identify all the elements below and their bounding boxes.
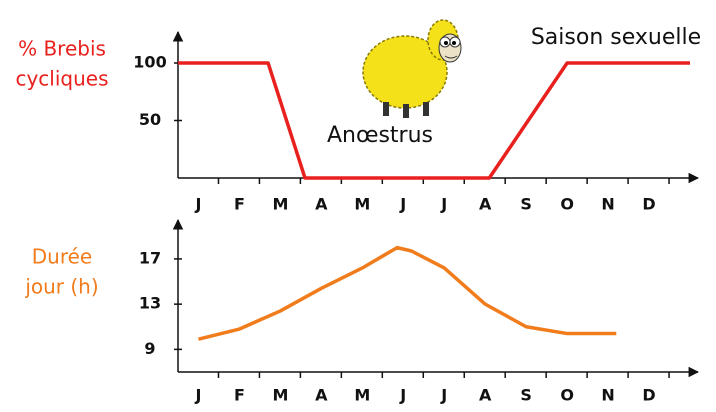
x-tick-label: N [601, 386, 614, 405]
x-tick-label: A [315, 195, 328, 214]
y-tick-label: 100 [133, 53, 166, 72]
x-tick-label: J [195, 386, 202, 405]
x-tick-label: J [195, 195, 202, 214]
annotation: Anœstrus [327, 123, 433, 148]
sheep-icon [362, 19, 462, 118]
x-tick-label: J [399, 195, 406, 214]
x-tick-label: D [642, 386, 655, 405]
x-tick-label: A [479, 386, 492, 405]
x-tick-label: J [399, 386, 406, 405]
x-tick-label: O [560, 386, 574, 405]
x-tick-label: A [479, 195, 492, 214]
x-tick-label: M [272, 386, 288, 405]
x-tick-label: O [560, 195, 574, 214]
y-axis-label: cycliques [15, 67, 108, 91]
y-tick-label: 50 [139, 110, 161, 129]
data-line [178, 61, 690, 180]
x-tick-label: J [440, 386, 447, 405]
x-tick-label: D [642, 195, 655, 214]
x-tick-label: M [354, 195, 370, 214]
x-tick-label: N [601, 195, 614, 214]
data-line [198, 245, 617, 341]
x-tick-label: S [520, 195, 532, 214]
x-tick-label: M [272, 195, 288, 214]
x-tick-label: S [520, 386, 532, 405]
y-tick-label: 13 [139, 294, 161, 313]
x-tick-label: M [354, 386, 370, 405]
y-axis-label: jour (h) [24, 275, 98, 299]
y-axis-label: Durée [32, 245, 92, 269]
y-axis-label: % Brebis [18, 37, 106, 61]
y-tick-label: 9 [144, 339, 155, 358]
annotation: Saison sexuelle [531, 25, 701, 50]
x-tick-label: F [234, 386, 245, 405]
x-tick-label: F [234, 195, 245, 214]
x-tick-label: A [315, 386, 328, 405]
x-tick-label: J [440, 195, 447, 214]
y-tick-label: 17 [139, 248, 161, 267]
